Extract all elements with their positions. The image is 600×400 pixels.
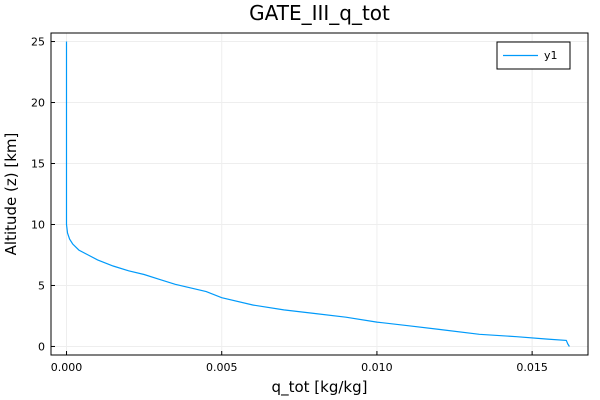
x-tick-label: 0.000: [51, 361, 83, 374]
series-line-y1: [65, 41, 570, 347]
y-axis-label: Altitude (z) [km]: [2, 133, 20, 256]
x-tick-label: 0.015: [516, 361, 548, 374]
chart-title: GATE_III_q_tot: [249, 1, 390, 25]
y-tick-label: 0: [38, 340, 45, 353]
legend-label-y1: y1: [544, 49, 558, 62]
grid: [51, 33, 588, 355]
y-axis-ticks: 0 5 10 15 20 25: [31, 36, 55, 353]
y-tick-label: 15: [31, 158, 45, 171]
y-tick-label: 10: [31, 218, 45, 231]
series-layer: [65, 41, 570, 347]
legend: y1: [496, 41, 571, 70]
plot-frame: [50, 32, 589, 356]
x-axis-ticks: 0.000 0.005 0.010 0.015: [51, 351, 548, 374]
y-tick-label: 25: [31, 36, 45, 49]
y-tick-label: 5: [38, 279, 45, 292]
x-tick-label: 0.005: [206, 361, 238, 374]
x-tick-label: 0.010: [361, 361, 393, 374]
x-axis-label: q_tot [kg/kg]: [272, 378, 368, 397]
y-tick-label: 20: [31, 97, 45, 110]
